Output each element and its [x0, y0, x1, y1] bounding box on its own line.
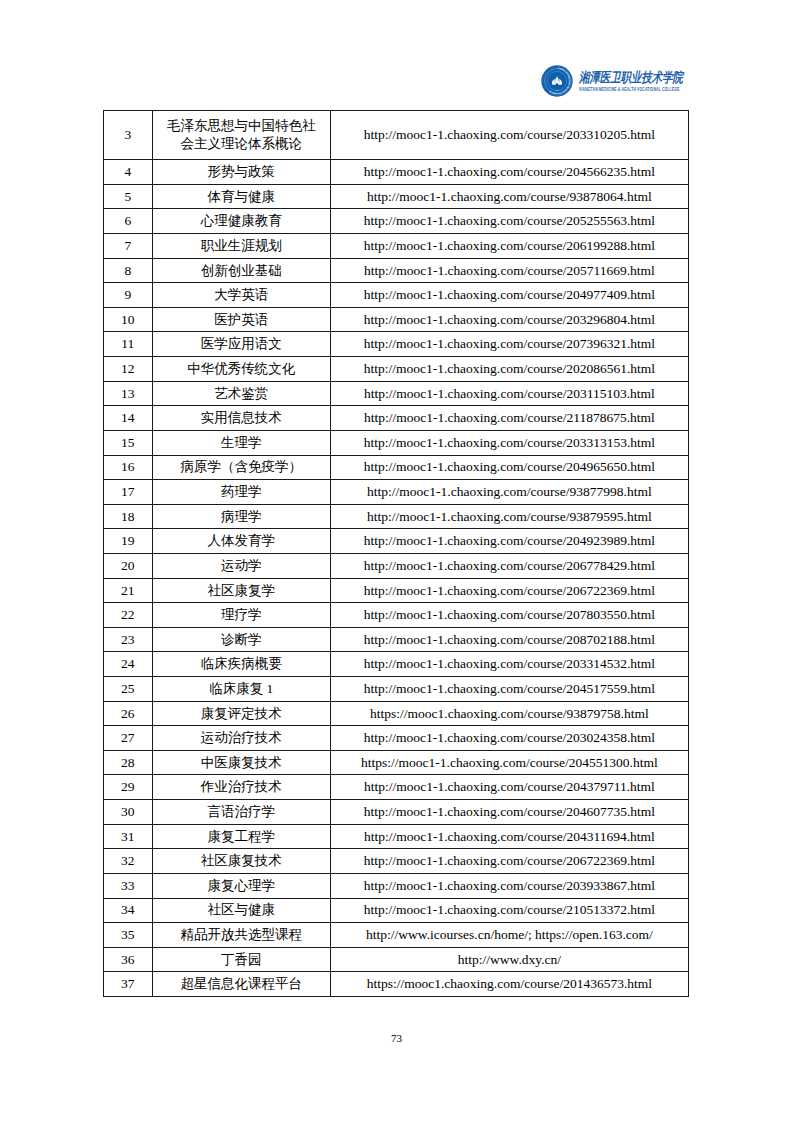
svg-text:1991: 1991 — [555, 90, 558, 91]
